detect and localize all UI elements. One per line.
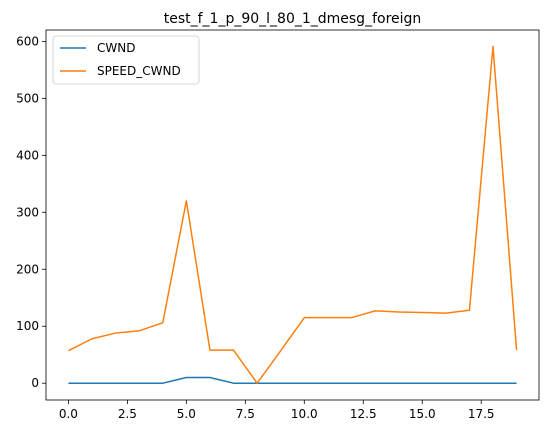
y-tick-label: 600 — [16, 34, 39, 48]
y-tick-label: 400 — [16, 148, 39, 162]
series-line-speed-cwnd — [68, 45, 518, 384]
x-tick-label: 12.5 — [350, 407, 377, 421]
series-line-cwnd — [68, 376, 517, 384]
legend-label: SPEED_CWND — [97, 64, 181, 78]
y-tick-label: 500 — [16, 91, 39, 105]
y-tick-label: 200 — [16, 262, 39, 276]
legend-label: CWND — [97, 41, 135, 55]
x-tick-label: 17.5 — [468, 407, 495, 421]
axes-frame — [45, 29, 540, 401]
x-tick-label: 15.0 — [409, 407, 436, 421]
y-tick-label: 300 — [16, 205, 39, 219]
y-tick-label: 0 — [31, 376, 39, 390]
x-tick-label: 2.5 — [118, 407, 137, 421]
plot-area — [68, 45, 518, 384]
chart-title: test_f_1_p_90_l_80_1_dmesg_foreign — [164, 11, 422, 27]
legend-box — [52, 35, 200, 85]
x-tick-label: 5.0 — [177, 407, 196, 421]
legend: CWND SPEED_CWND — [52, 35, 200, 85]
axis-ticks: 0.0 2.5 5.0 7.5 10.0 12.5 15.0 17.5 0 100 200 300 40… — [16, 34, 494, 421]
x-tick-label: 0.0 — [59, 407, 78, 421]
x-tick-label: 7.5 — [236, 407, 255, 421]
x-tick-label: 10.0 — [291, 407, 318, 421]
y-tick-label: 100 — [16, 319, 39, 333]
